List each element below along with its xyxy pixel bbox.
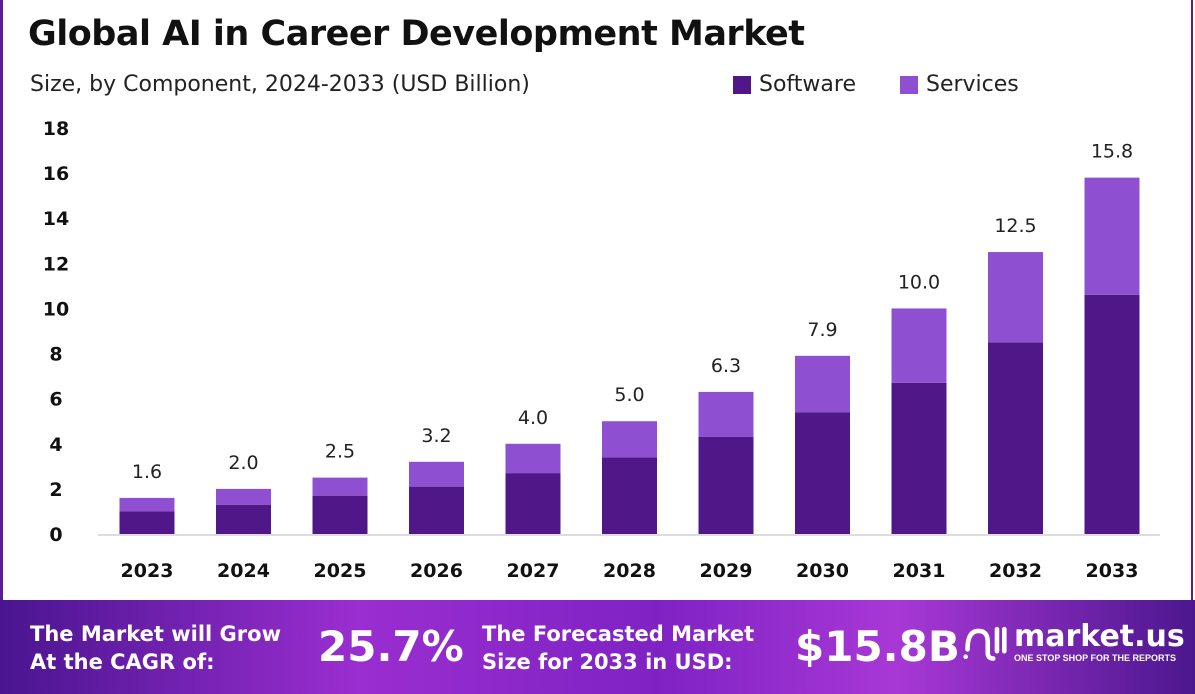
total-data-label: 2.0 — [228, 452, 258, 474]
y-tick-label: 10 — [43, 298, 69, 320]
chart-title: Global AI in Career Development Market — [28, 14, 805, 54]
y-tick-label: 4 — [49, 434, 62, 456]
chart-frame — [0, 0, 1193, 600]
legend-label-services: Services — [925, 72, 1019, 97]
bar-services-2025 — [312, 477, 368, 496]
bar-services-2027 — [505, 443, 561, 474]
legend-item-software: Software — [733, 72, 856, 97]
bar-services-2029 — [698, 391, 754, 438]
bar-services-2032 — [988, 252, 1043, 343]
total-data-label: 4.0 — [518, 407, 548, 429]
bar-services-2023 — [119, 497, 175, 512]
total-data-label: 6.3 — [711, 355, 741, 377]
total-data-label: 10.0 — [898, 271, 940, 293]
bar-software-2030 — [795, 412, 850, 534]
market-us-logo-icon — [963, 626, 1007, 661]
forecast-value: $15.8B — [795, 622, 960, 671]
x-tick-label: 2030 — [796, 560, 849, 582]
cagr-label-line-2: At the CAGR of: — [30, 650, 215, 674]
total-data-label: 5.0 — [614, 384, 644, 406]
chart-subtitle: Size, by Component, 2024-2033 (USD Billi… — [30, 72, 530, 97]
x-tick-label: 2024 — [217, 560, 270, 582]
x-tick-label: 2033 — [1086, 560, 1139, 582]
legend-swatch-services — [899, 75, 918, 94]
logo-tagline: ONE STOP SHOP FOR THE REPORTS — [1014, 653, 1177, 663]
y-tick-label: 12 — [43, 253, 69, 275]
x-tick-label: 2031 — [893, 560, 946, 582]
total-data-label: 1.6 — [132, 461, 162, 483]
bar-software-2026 — [409, 486, 464, 534]
cagr-label: The Market will Grow At the CAGR of: — [30, 620, 281, 676]
legend: Software Services — [733, 72, 1019, 97]
y-tick-label: 2 — [49, 479, 62, 501]
logo-text: market.us — [1014, 619, 1185, 654]
y-tick-label: 8 — [49, 344, 62, 366]
legend-label-software: Software — [759, 72, 856, 97]
bar-chart: 0 2 4 6 8 10 12 14 16 18 1.6 2023 2.0 2024 2.5 2025 3.2 2… — [43, 118, 1160, 582]
market-us-logo: market.us ONE STOP SHOP FOR THE REPORTS — [962, 620, 1185, 664]
bar-software-2033 — [1084, 294, 1140, 534]
bar-software-2025 — [312, 495, 368, 534]
forecast-label-line-2: Size for 2033 in USD: — [482, 650, 733, 674]
bar-services-2033 — [1084, 177, 1140, 295]
x-tick-label: 2029 — [700, 560, 753, 582]
y-tick-label: 0 — [49, 524, 62, 546]
bar-services-2024 — [216, 488, 271, 505]
y-tick-label: 6 — [49, 389, 62, 411]
x-tick-label: 2028 — [603, 560, 656, 582]
forecast-label-line-1: The Forecasted Market — [482, 622, 755, 646]
x-tick-label: 2023 — [121, 560, 174, 582]
total-data-label: 3.2 — [421, 425, 451, 447]
bar-software-2031 — [891, 382, 947, 534]
bar-services-2026 — [409, 461, 464, 487]
total-data-label: 2.5 — [325, 441, 355, 463]
y-tick-label: 14 — [43, 208, 69, 230]
bar-services-2031 — [891, 308, 947, 383]
bar-software-2027 — [505, 473, 561, 534]
x-tick-label: 2025 — [314, 560, 367, 582]
bar-services-2030 — [795, 355, 850, 413]
x-tick-label: 2026 — [410, 560, 463, 582]
bar-software-2032 — [988, 342, 1043, 534]
bar-services-2028 — [602, 421, 657, 458]
y-tick-label: 18 — [43, 118, 69, 140]
legend-item-services: Services — [899, 72, 1019, 97]
forecast-label: The Forecasted Market Size for 2033 in U… — [482, 620, 754, 676]
total-data-label: 12.5 — [994, 215, 1036, 237]
y-tick-label: 16 — [43, 163, 69, 185]
bar-software-2028 — [602, 457, 657, 534]
cagr-label-line-1: The Market will Grow — [30, 622, 281, 646]
legend-swatch-software — [733, 75, 751, 94]
bar-software-2023 — [119, 511, 175, 534]
bar-software-2024 — [216, 504, 271, 534]
total-data-label: 7.9 — [807, 319, 837, 341]
x-tick-label: 2027 — [507, 560, 560, 582]
footer-banner: The Market will Grow At the CAGR of: 25.… — [0, 600, 1195, 694]
total-data-label: 15.8 — [1091, 141, 1133, 163]
bar-software-2029 — [698, 437, 754, 534]
x-tick-label: 2032 — [989, 560, 1042, 582]
cagr-value: 25.7% — [318, 622, 464, 671]
